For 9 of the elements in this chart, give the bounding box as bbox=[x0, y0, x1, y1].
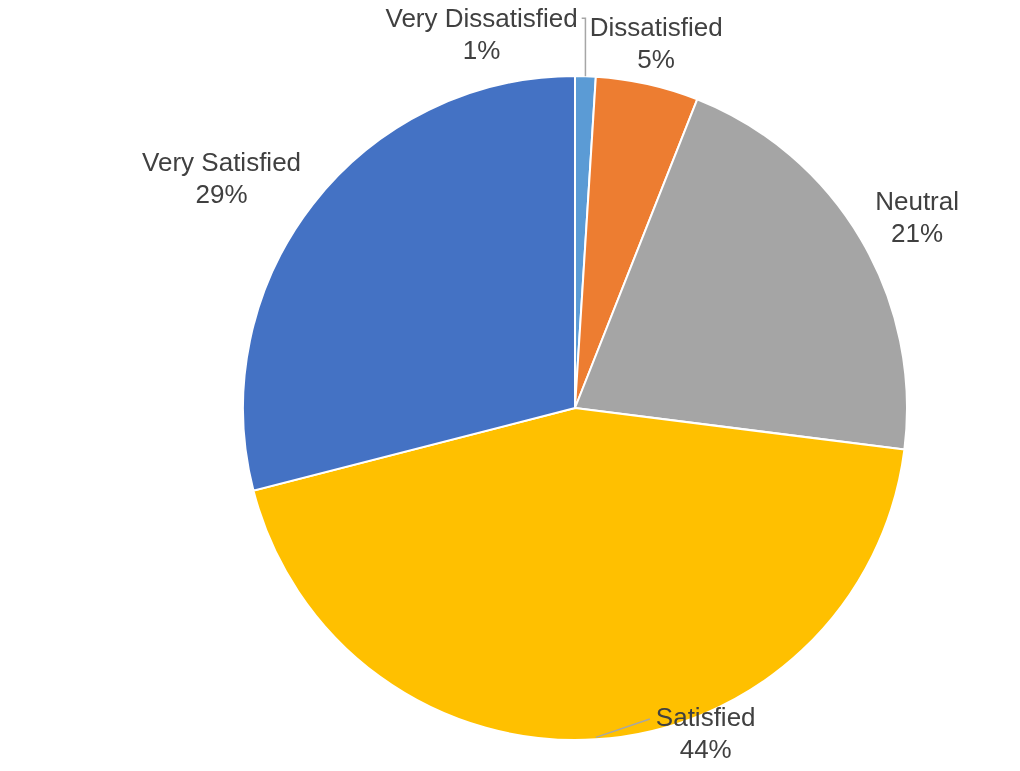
slice-label: Very Dissatisfied bbox=[385, 3, 578, 34]
data-label: 21% bbox=[891, 217, 944, 248]
slice-label: Very Satisfied bbox=[142, 147, 302, 178]
data-label: 1% bbox=[462, 35, 501, 66]
slice-label: Neutral bbox=[875, 185, 960, 216]
data-label: 5% bbox=[637, 44, 675, 75]
data-label: 29% bbox=[195, 179, 248, 210]
slice-label: Dissatisfied bbox=[589, 12, 723, 43]
data-label: 44% bbox=[679, 734, 732, 765]
